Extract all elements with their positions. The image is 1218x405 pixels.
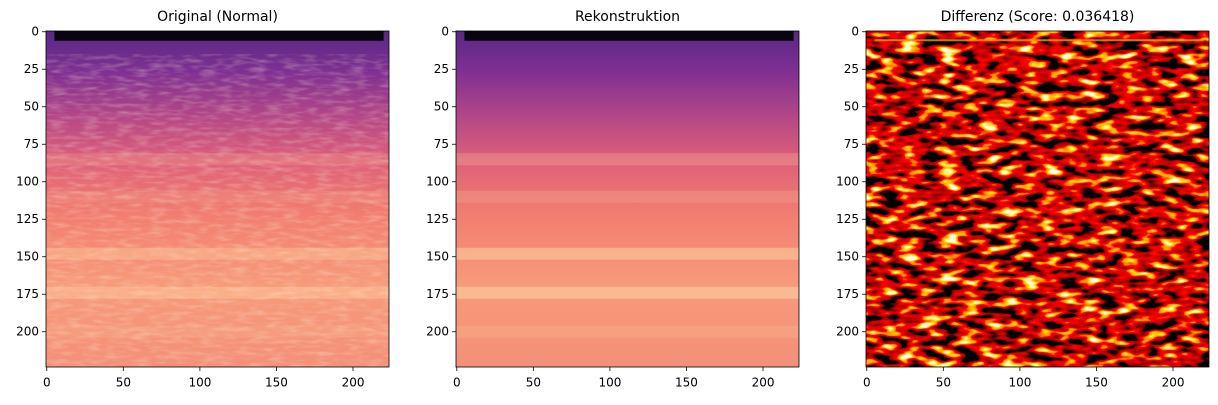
image-top-line [874, 39, 1204, 42]
y-tick-label: 150 [836, 249, 859, 263]
y-tick-label: 75 [844, 137, 859, 151]
chart-title: Differenz (Score: 0.036418) [941, 9, 1135, 25]
x-tick-label: 200 [1162, 376, 1185, 390]
y-tick-label: 25 [844, 62, 859, 76]
y-tick-label: 175 [836, 287, 859, 301]
x-tick-label: 100 [188, 376, 211, 390]
x-tick-label: 100 [1008, 376, 1031, 390]
x-tick-label: 100 [598, 376, 621, 390]
y-tick-label: 150 [426, 249, 449, 263]
image-band [456, 190, 799, 203]
image-grain [46, 54, 389, 367]
y-tick-label: 125 [426, 212, 449, 226]
x-tick-label: 150 [265, 376, 288, 390]
y-tick-label: 75 [24, 137, 39, 151]
y-tick-label: 150 [16, 249, 39, 263]
axes-frame [865, 30, 1210, 368]
y-tick-label: 200 [16, 324, 39, 338]
axes-frame [455, 30, 800, 368]
x-tick-label: 150 [1085, 376, 1108, 390]
image-band [456, 247, 799, 260]
y-tick-label: 200 [836, 324, 859, 338]
y-tick-label: 200 [426, 324, 449, 338]
panel: Rekonstruktion 0 50 100 150 200 0 25 50 75 100 125 1… [426, 9, 800, 390]
x-tick-label: 0 [453, 376, 461, 390]
y-tick-label: 125 [836, 212, 859, 226]
y-tick-label: 0 [851, 24, 859, 38]
x-tick-label: 150 [675, 376, 698, 390]
y-tick-label: 100 [16, 174, 39, 188]
image-top-band [464, 31, 794, 41]
y-tick-label: 0 [31, 24, 39, 38]
y-tick-label: 125 [16, 212, 39, 226]
x-tick-label: 0 [863, 376, 871, 390]
x-tick-label: 200 [752, 376, 775, 390]
image-band [456, 153, 799, 166]
image-background [456, 31, 799, 367]
y-tick-label: 25 [434, 62, 449, 76]
image-band [456, 286, 799, 299]
y-tick-label: 0 [441, 24, 449, 38]
y-tick-label: 100 [836, 174, 859, 188]
y-tick-label: 25 [24, 62, 39, 76]
x-tick-label: 50 [936, 376, 951, 390]
image-top-band [54, 31, 384, 41]
x-tick-label: 50 [116, 376, 131, 390]
y-tick-label: 175 [426, 287, 449, 301]
chart-title: Original (Normal) [157, 9, 278, 25]
y-tick-label: 75 [434, 137, 449, 151]
y-tick-label: 100 [426, 174, 449, 188]
panel: Differenz (Score: 0.036418) 0 50 100 150 200 0… [836, 9, 1210, 390]
image-background [866, 31, 1209, 367]
panel: Original (Normal) 0 50 100 150 200 0 25 50 75 100 1… [16, 9, 390, 390]
x-tick-label: 200 [342, 376, 365, 390]
image-band [456, 325, 799, 338]
chart-title: Rekonstruktion [575, 9, 680, 25]
y-tick-label: 50 [844, 99, 859, 113]
axes-frame [45, 30, 390, 368]
y-tick-label: 50 [434, 99, 449, 113]
x-tick-label: 0 [43, 376, 51, 390]
y-tick-label: 175 [16, 287, 39, 301]
x-tick-label: 50 [526, 376, 541, 390]
y-tick-label: 50 [24, 99, 39, 113]
